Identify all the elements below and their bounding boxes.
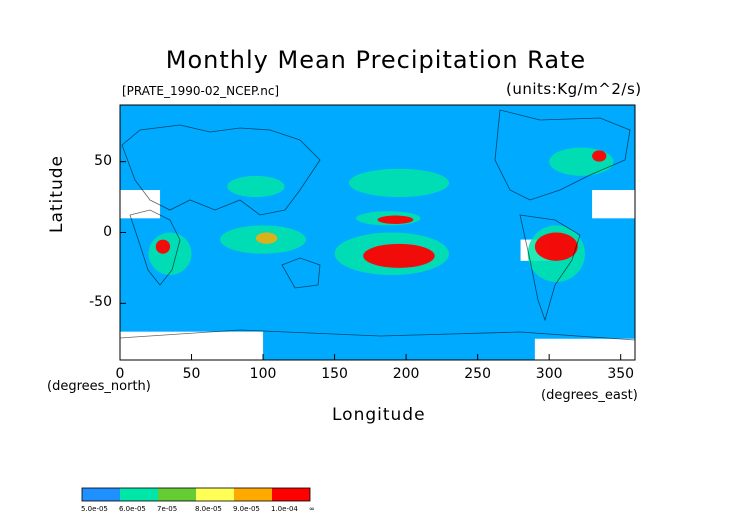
colorbar-label: ∞ (309, 505, 315, 513)
continent-outline (121, 124, 321, 216)
x-unit-note: (degrees_east) (541, 388, 638, 403)
colorbar-label: 6.0e-05 (119, 505, 146, 513)
continent-outline (494, 109, 631, 201)
colorbar-segment (158, 488, 196, 501)
masked-region (592, 190, 635, 219)
masked-region (534, 338, 635, 360)
precip-region (348, 168, 450, 198)
x-tick-label: 0 (115, 366, 125, 382)
y-unit-note: (degrees_north) (47, 379, 151, 394)
x-tick-label: 200 (392, 366, 420, 382)
colorbar-label: 8.0e-05 (195, 505, 222, 513)
y-tick-label: 0 (103, 223, 112, 240)
colorbar-segment (82, 488, 120, 501)
y-axis-label: Latitude (47, 155, 67, 233)
colorbar-segment (234, 488, 272, 501)
file-name-label: [PRATE_1990-02_NCEP.nc] (122, 84, 280, 98)
colorbar-frame (81, 487, 311, 502)
precip-region (534, 232, 578, 261)
continent-outline (129, 209, 181, 286)
precip-region (148, 232, 192, 275)
colorbar-segment (272, 488, 310, 501)
precip-region (377, 215, 414, 224)
colorbar-label: 5.0e-05 (81, 505, 108, 513)
x-tick-label: 100 (249, 366, 277, 382)
precip-region (592, 150, 607, 162)
y-tick-label: 50 (94, 152, 112, 169)
masked-region (120, 190, 161, 219)
y-tick-label: -50 (89, 294, 112, 311)
colorbar-label: 9.0e-05 (233, 505, 260, 513)
x-axis-label: Longitude (332, 405, 426, 425)
colorbar-label: 7e-05 (157, 505, 178, 513)
x-tick-label: 50 (182, 366, 201, 382)
x-tick-label: 350 (607, 366, 635, 382)
colorbar-label: 1.0e-04 (271, 505, 298, 513)
units-label: (units:Kg/m^2/s) (506, 80, 642, 98)
x-tick-label: 300 (535, 366, 563, 382)
colorbar-segment (196, 488, 234, 501)
precip-region (155, 239, 171, 254)
x-tick-label: 250 (464, 366, 491, 382)
precip-region (255, 232, 278, 244)
precip-region (227, 175, 285, 198)
continent-outline (519, 214, 581, 322)
chart-title: Monthly Mean Precipitation Rate (165, 46, 587, 74)
x-tick-label: 150 (321, 366, 348, 382)
precip-region (363, 243, 435, 268)
colorbar-segment (120, 488, 158, 501)
continent-outline (281, 257, 321, 289)
